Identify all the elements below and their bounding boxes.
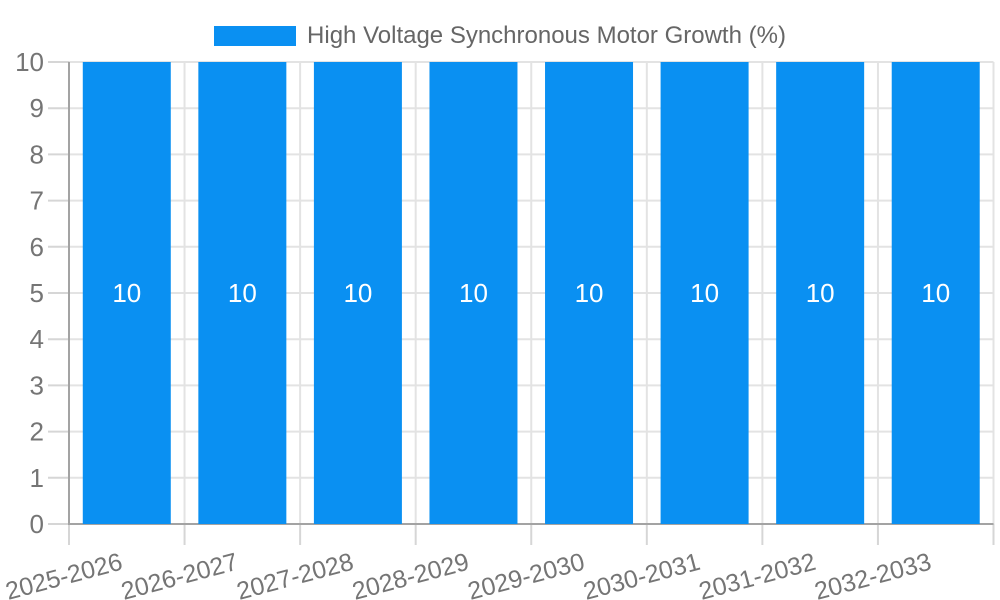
y-axis-label: 1 <box>30 463 44 493</box>
bar-value-label: 10 <box>112 278 141 308</box>
bar-value-label: 10 <box>921 278 950 308</box>
bar <box>429 62 518 524</box>
bar <box>82 62 171 524</box>
bar-value-label: 10 <box>228 278 257 308</box>
bar-value-label: 10 <box>575 278 604 308</box>
bar-value-label: 10 <box>690 278 719 308</box>
x-axis-label: 2032-2033 <box>812 548 935 600</box>
bar <box>313 62 402 524</box>
y-axis-label: 7 <box>30 186 44 216</box>
y-axis-label: 4 <box>30 324 44 354</box>
legend-item[interactable]: High Voltage Synchronous Motor Growth (%… <box>0 24 1000 48</box>
y-axis-label: 6 <box>30 232 44 262</box>
x-axis-label: 2026-2027 <box>118 548 241 600</box>
x-axis-label: 2030-2031 <box>580 548 703 600</box>
x-axis-label: 2028-2029 <box>349 548 472 600</box>
y-axis-label: 0 <box>30 509 44 539</box>
x-axis-label: 2031-2032 <box>696 548 819 600</box>
y-axis-label: 3 <box>30 370 44 400</box>
y-axis-label: 9 <box>30 93 44 123</box>
bar <box>198 62 287 524</box>
bar <box>776 62 865 524</box>
legend-swatch <box>214 26 297 46</box>
bar-value-label: 10 <box>459 278 488 308</box>
y-axis-label: 10 <box>15 47 44 77</box>
y-axis-label: 8 <box>30 139 44 169</box>
bar <box>891 62 980 524</box>
x-axis-label: 2025-2026 <box>3 548 126 600</box>
x-axis-label: 2027-2028 <box>234 548 357 600</box>
bar-value-label: 10 <box>343 278 372 308</box>
y-axis-label: 5 <box>30 278 44 308</box>
y-axis-label: 2 <box>30 417 44 447</box>
bar <box>660 62 749 524</box>
bar <box>545 62 634 524</box>
bar-value-label: 10 <box>806 278 835 308</box>
legend-label: High Voltage Synchronous Motor Growth (%… <box>307 22 786 49</box>
x-axis-label: 2029-2030 <box>465 548 588 600</box>
